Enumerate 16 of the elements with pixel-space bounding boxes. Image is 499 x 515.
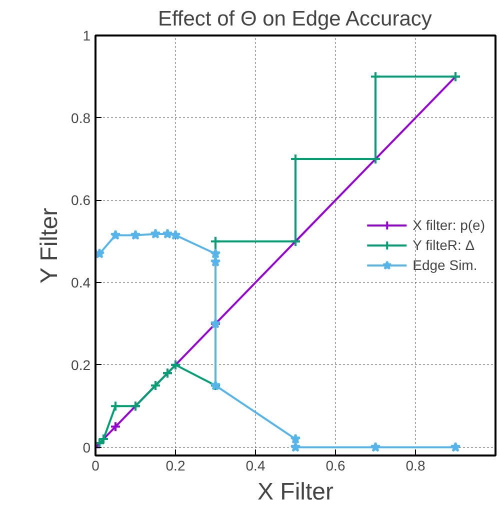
y-tick-label: 0.2	[71, 356, 91, 373]
y-tick-label: 1	[82, 28, 91, 44]
x-tick-label: 0.2	[166, 458, 186, 474]
y-axis-title: Y Filter	[36, 208, 64, 284]
chart-title: Effect of Θ on Edge Accuracy	[158, 8, 432, 30]
y-tick-label: 0	[82, 439, 91, 456]
legend-label: X filter: p(e)	[412, 217, 485, 233]
y-tick-label: 0.8	[71, 110, 91, 126]
y-tick-label: 0.6	[71, 192, 91, 208]
legend-label: Y filteR: Δ	[412, 237, 475, 253]
x-tick-label: 0.6	[326, 458, 346, 474]
legend-label: Edge Sim.	[412, 257, 478, 273]
y-tick-label: 0.4	[71, 274, 91, 291]
x-tick-label: 0.4	[246, 458, 266, 474]
x-axis-title: X Filter	[257, 478, 334, 506]
x-tick-label: 0.8	[406, 458, 426, 474]
